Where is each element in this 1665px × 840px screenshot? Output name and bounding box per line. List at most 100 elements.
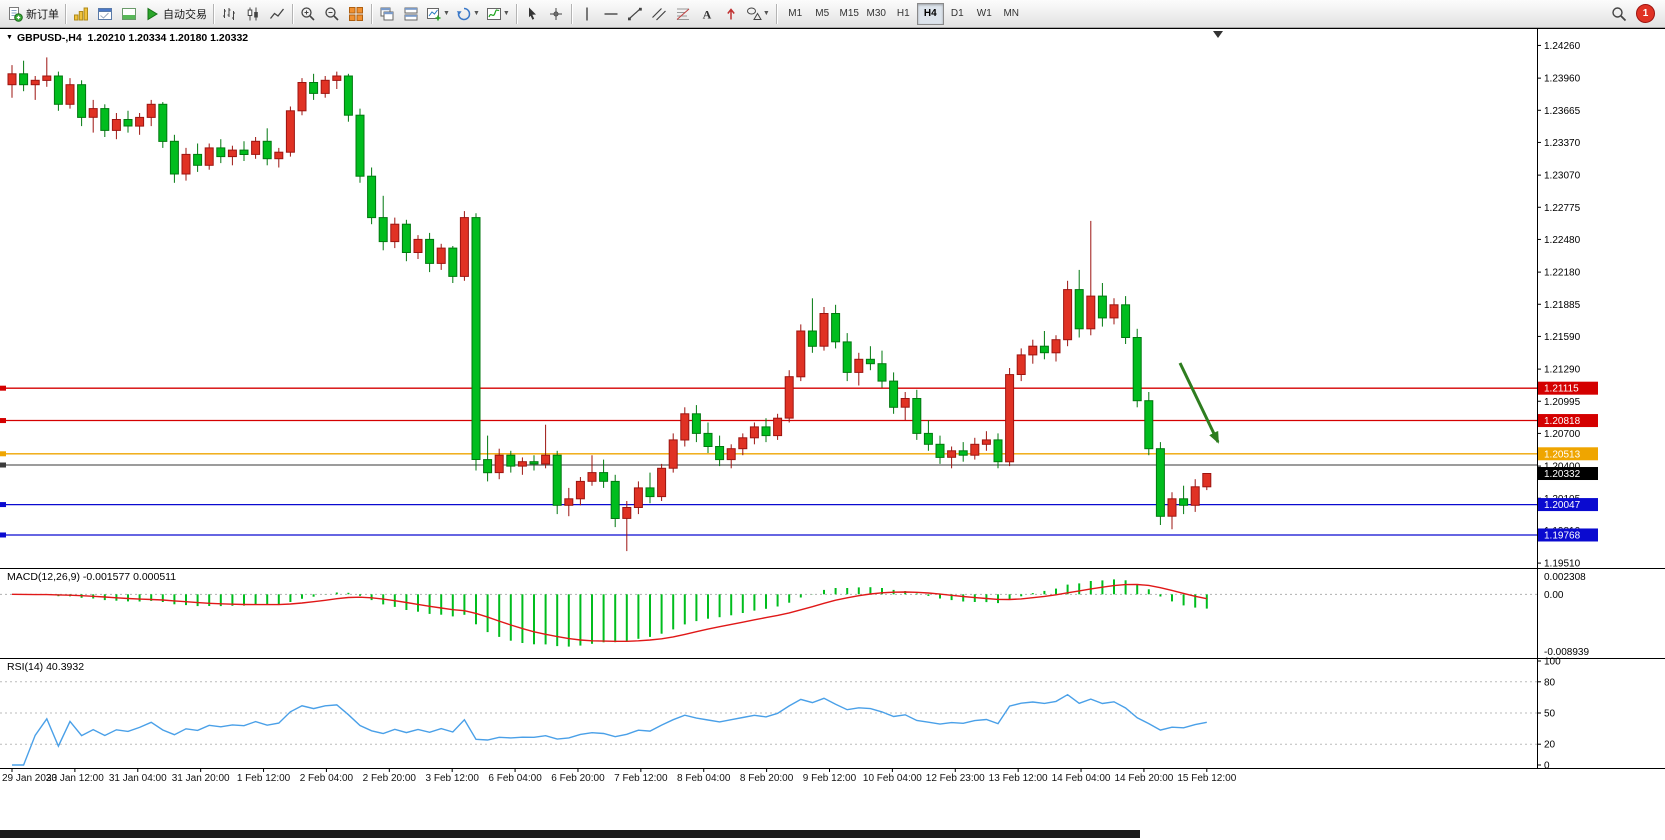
horizontal-line-button[interactable]: [599, 2, 623, 26]
main-toolbar: 新订单 自动交易 ▼ ▼ ▼ A ▼ M1 M5 M15 M30 H1 H4 D1 W1 MN …: [0, 0, 1665, 28]
timeframe-m15[interactable]: M15: [836, 3, 863, 25]
search-button[interactable]: [1607, 2, 1631, 26]
autotrading-play-icon: [147, 7, 158, 20]
candlestick-chart-button[interactable]: [241, 2, 265, 26]
zoom-in-icon: [301, 6, 315, 21]
timeframe-m1[interactable]: M1: [782, 3, 809, 25]
timeframe-mn[interactable]: MN: [998, 3, 1025, 25]
toolbar-separator: [65, 3, 66, 24]
new-chart-icon: [427, 7, 441, 20]
svg-text:1.19768: 1.19768: [1544, 530, 1581, 541]
market-watch-button[interactable]: [69, 2, 93, 26]
zoom-out-icon: [325, 6, 339, 21]
bar-chart-icon: [223, 7, 235, 20]
timeframe-m30[interactable]: M30: [863, 3, 890, 25]
svg-text:1.19510: 1.19510: [1544, 559, 1581, 570]
chart-area: 1.24260 1.23960 1.23665 1.23370 1.23070 1.227…: [0, 28, 1665, 840]
channel-icon: [651, 7, 666, 20]
toolbar-separator: [775, 3, 777, 24]
svg-text:0.00: 0.00: [1544, 590, 1564, 601]
svg-text:6 Feb 04:00: 6 Feb 04:00: [488, 773, 542, 784]
svg-text:8 Feb 04:00: 8 Feb 04:00: [677, 773, 731, 784]
svg-text:0: 0: [1544, 761, 1550, 772]
line-price-label: [1538, 447, 1598, 461]
fibonacci-icon: [676, 8, 690, 20]
channel-button[interactable]: [647, 2, 671, 26]
tile-horizontal-button[interactable]: [399, 2, 423, 26]
trendline-button[interactable]: [623, 2, 647, 26]
timeframe-h4[interactable]: H4: [916, 2, 944, 25]
timeframe-m5[interactable]: M5: [809, 3, 836, 25]
svg-text:3 Feb 12:00: 3 Feb 12:00: [426, 773, 480, 784]
cascade-windows-icon: [380, 7, 394, 20]
timeframe-w1[interactable]: W1: [971, 3, 998, 25]
svg-text:0.002308: 0.002308: [1544, 572, 1586, 583]
zoom-out-button[interactable]: [320, 2, 344, 26]
chevron-down-icon: ▼: [472, 10, 480, 17]
navigator-icon: [98, 7, 112, 20]
svg-text:1.20047: 1.20047: [1544, 500, 1581, 511]
crosshair-button[interactable]: [544, 2, 568, 26]
price-chart[interactable]: 1.24260 1.23960 1.23665 1.23370 1.23070 1.227…: [0, 28, 1665, 840]
chart-title-ohlc: 1.20210 1.20334 1.20180 1.20332: [87, 32, 249, 44]
line-chart-icon: [269, 8, 285, 19]
tile-windows-button[interactable]: [344, 2, 368, 26]
svg-text:13 Feb 12:00: 13 Feb 12:00: [989, 773, 1048, 784]
horizontal-scrollbar[interactable]: [0, 830, 1140, 838]
bid-price-label: [1538, 467, 1598, 481]
svg-text:2 Feb 04:00: 2 Feb 04:00: [300, 773, 354, 784]
svg-text:100: 100: [1544, 657, 1561, 668]
tile-horizontal-icon: [404, 7, 418, 20]
svg-text:50: 50: [1544, 709, 1556, 720]
line-price-label: [1538, 498, 1598, 512]
svg-text:14 Feb 04:00: 14 Feb 04:00: [1052, 773, 1111, 784]
vertical-line-button[interactable]: [575, 2, 599, 26]
profiles-button[interactable]: ▼: [453, 2, 483, 26]
indicators-button[interactable]: ▼: [483, 2, 513, 26]
svg-text:1.23960: 1.23960: [1544, 74, 1581, 85]
autotrading-button[interactable]: 自动交易: [141, 2, 210, 26]
bar-chart-button[interactable]: [217, 2, 241, 26]
new-chart-button[interactable]: ▼: [423, 2, 453, 26]
arrow-tool-button[interactable]: [719, 2, 743, 26]
cascade-windows-button[interactable]: [375, 2, 399, 26]
timeframe-h1[interactable]: H1: [890, 3, 917, 25]
rsi-indicator-label: RSI(14) 40.3932: [7, 661, 85, 673]
svg-text:1.20700: 1.20700: [1544, 429, 1581, 440]
text-tool-button[interactable]: A: [695, 2, 719, 26]
line-chart-button[interactable]: [265, 2, 289, 26]
indicators-icon: [486, 7, 501, 20]
fibonacci-button[interactable]: [671, 2, 695, 26]
navigator-button[interactable]: [93, 2, 117, 26]
chart-shift-marker[interactable]: [1213, 31, 1223, 38]
vertical-line-icon: [586, 7, 588, 20]
svg-text:31 Jan 04:00: 31 Jan 04:00: [109, 773, 167, 784]
timeframe-d1[interactable]: D1: [944, 3, 971, 25]
svg-text:1.24260: 1.24260: [1544, 41, 1581, 52]
profiles-cycle-icon: [456, 7, 471, 20]
cursor-button[interactable]: [520, 2, 544, 26]
chart-menu-arrow-icon[interactable]: ▼: [6, 34, 13, 41]
macd-signal-line: [11, 583, 1207, 642]
shapes-button[interactable]: ▼: [743, 2, 773, 26]
toolbar-separator: [213, 3, 214, 24]
terminal-button[interactable]: [117, 2, 141, 26]
macd-indicator-label: MACD(12,26,9) -0.001577 0.000511: [7, 571, 177, 583]
market-watch-icon: [74, 7, 89, 20]
horizontal-line-icon: [604, 12, 618, 15]
svg-text:9 Feb 12:00: 9 Feb 12:00: [803, 773, 857, 784]
price-axis: 1.24260 1.23960 1.23665 1.23370 1.23070 1.227…: [1537, 41, 1598, 772]
trend-arrow[interactable]: [1178, 362, 1220, 444]
timeframe-group: M1 M5 M15 M30 H1 H4 D1 W1 MN: [782, 2, 1025, 25]
svg-text:1.22480: 1.22480: [1544, 235, 1581, 246]
notification-badge[interactable]: 1: [1636, 4, 1655, 23]
zoom-in-button[interactable]: [296, 2, 320, 26]
new-order-button[interactable]: 新订单: [4, 2, 62, 26]
line-price-label: [1538, 528, 1598, 542]
candlesticks: [7, 57, 1212, 552]
svg-text:1.20332: 1.20332: [1544, 469, 1581, 480]
chevron-down-icon: ▼: [502, 10, 510, 17]
toolbar-separator: [570, 3, 572, 24]
text-icon: A: [702, 7, 711, 21]
